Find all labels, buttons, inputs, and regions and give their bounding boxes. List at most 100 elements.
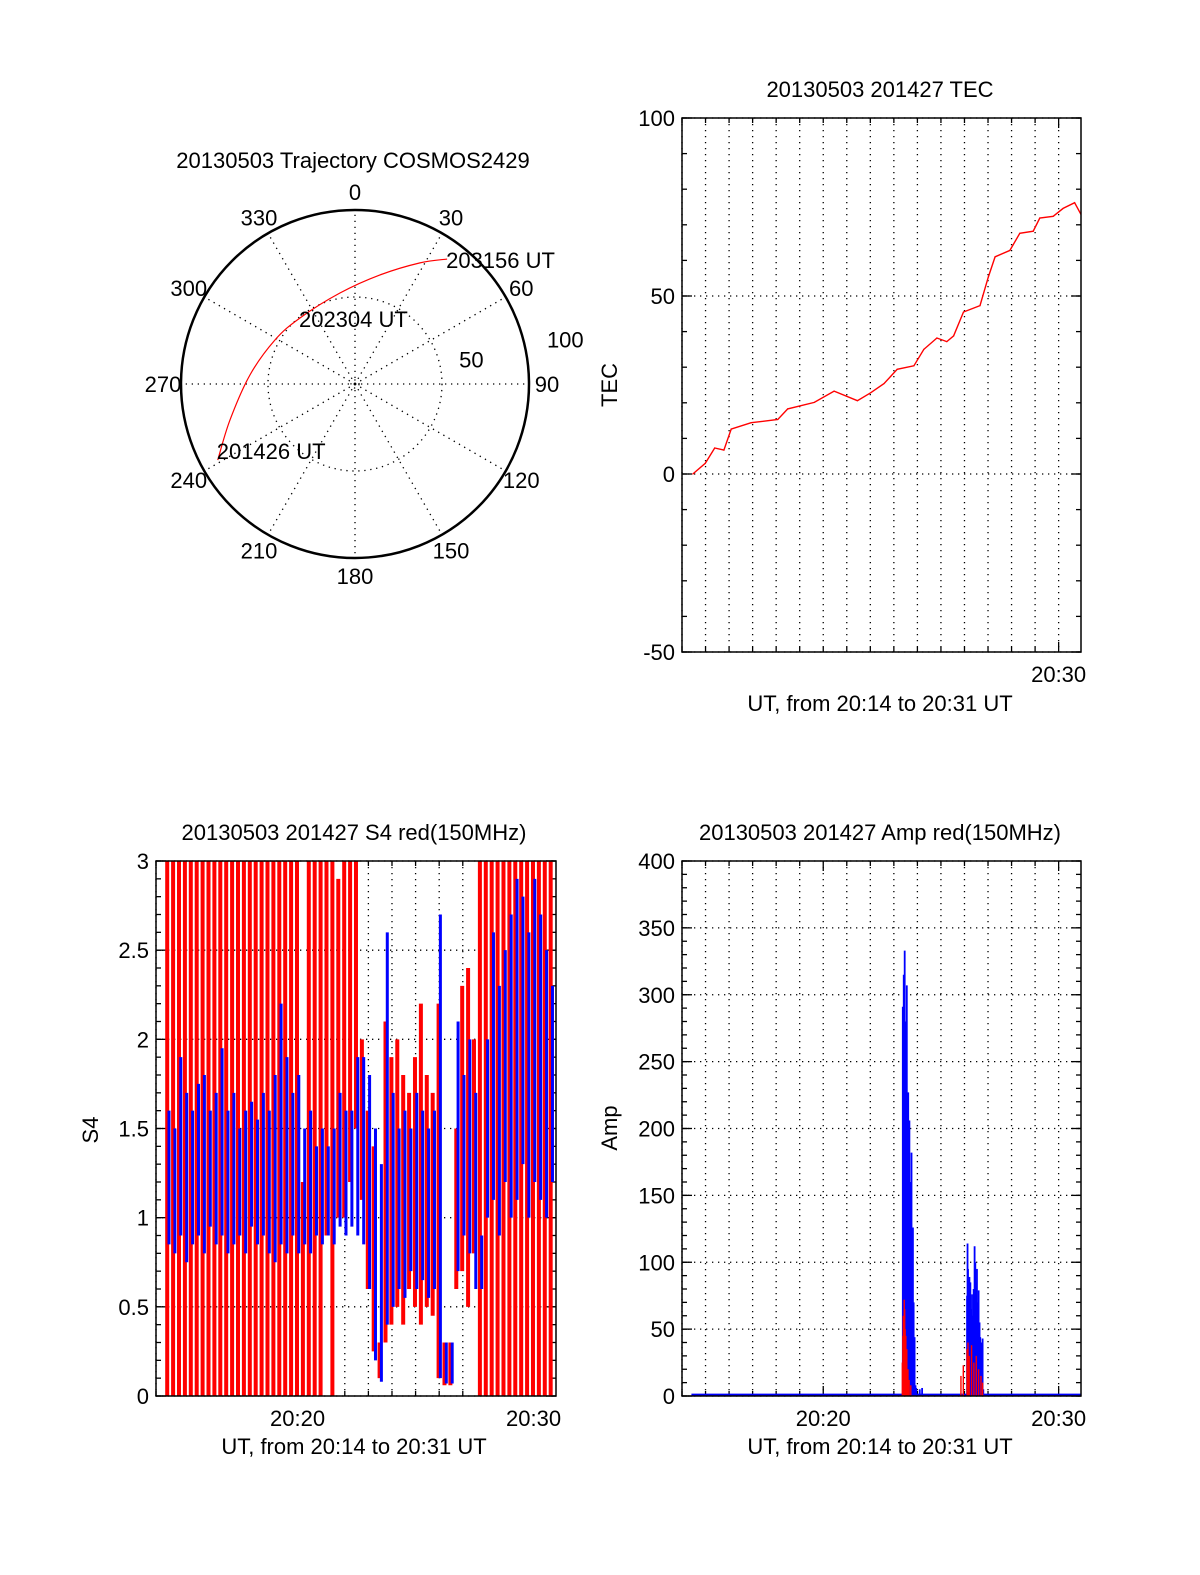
amp-ylabel: Amp: [597, 1105, 622, 1150]
time-label: 202304 UT: [299, 307, 408, 332]
tec-point: [1009, 249, 1011, 252]
azimuth-spoke: [203, 296, 356, 385]
tec-ytick-label: 100: [638, 106, 675, 131]
amp-xlabel: UT, from 20:14 to 20:31 UT: [747, 1434, 1012, 1459]
tec-point: [987, 276, 989, 278]
tec-point: [856, 400, 858, 402]
s4-ytick-label: 3: [137, 849, 149, 874]
tec-point: [1052, 215, 1054, 217]
tec-point: [936, 337, 938, 339]
tec-point: [979, 305, 981, 307]
s4-ytick-label: 2: [137, 1027, 149, 1052]
amp-ytick-label: 350: [638, 916, 675, 941]
tec-ytick-label: 0: [663, 462, 675, 487]
radial-label: 100: [547, 327, 584, 352]
tec-point: [946, 340, 948, 343]
amp-ytick-label: 50: [651, 1317, 675, 1342]
tec-point: [1062, 207, 1064, 210]
tec-point: [704, 462, 706, 464]
tec-point: [1032, 230, 1034, 232]
tec-plot-frame: [681, 117, 1082, 653]
azimuth-label: 240: [170, 468, 207, 493]
s4-series-red: [165, 861, 553, 1396]
azimuth-spoke: [354, 383, 507, 472]
amp-xtick-label: 20:20: [796, 1406, 851, 1431]
s4-plot-frame: [155, 860, 557, 1397]
s4-xtick-label: 20:20: [270, 1406, 325, 1431]
tec-point: [923, 348, 925, 350]
azimuth-label: 150: [433, 538, 470, 563]
elevation-ring: [267, 296, 443, 472]
s4-title: 20130503 201427 S4 red(150MHz): [182, 820, 527, 845]
tec-point: [953, 335, 955, 337]
azimuth-label: 90: [535, 372, 559, 397]
tec-title: 20130503 201427 TEC: [766, 77, 993, 102]
azimuth-spoke: [203, 383, 356, 472]
tec-point: [777, 418, 779, 421]
s4-ytick-label: 1: [137, 1206, 149, 1231]
amp-ytick-label: 250: [638, 1050, 675, 1075]
tec-point: [883, 382, 885, 385]
s4-ytick-label: 0: [137, 1384, 149, 1409]
tec-plot: 20130503 201427 TEC UT, from 20:14 to 20…: [597, 77, 1086, 716]
s4-ytick-label: 2.5: [118, 938, 149, 963]
azimuth-label: 180: [337, 564, 374, 589]
radial-label: 50: [459, 347, 483, 372]
time-label: 203156 UT: [446, 248, 555, 273]
amp-title: 20130503 201427 Amp red(150MHz): [699, 820, 1061, 845]
s4-ylabel: S4: [78, 1117, 103, 1144]
tec-point: [1019, 232, 1021, 234]
azimuth-spoke: [354, 296, 507, 385]
s4-ytick-label: 1.5: [118, 1117, 149, 1142]
amp-ytick-label: 300: [638, 983, 675, 1008]
tec-ylabel: TEC: [597, 363, 622, 407]
amp-plot-frame: [681, 860, 1082, 1397]
amp-series-red: [901, 1299, 984, 1396]
s4-series-blue: [167, 878, 554, 1384]
tec-point: [787, 408, 789, 410]
azimuth-spoke: [354, 383, 443, 536]
azimuth-label: 330: [241, 206, 278, 231]
tec-xtick-label: 20:30: [1031, 662, 1086, 687]
amp-ytick-label: 200: [638, 1117, 675, 1142]
azimuth-label: 0: [349, 180, 361, 205]
azimuth-label: 60: [509, 276, 533, 301]
tec-ytick-label: 50: [651, 284, 675, 309]
tec-point: [913, 365, 915, 367]
tec-ytick-label: -50: [643, 640, 675, 665]
azimuth-spoke: [267, 383, 356, 536]
tec-point: [750, 422, 752, 424]
tec-point: [730, 428, 732, 430]
azimuth-label: 210: [241, 538, 278, 563]
s4-xtick-label: 20:30: [506, 1406, 561, 1431]
tec-point: [1074, 202, 1076, 204]
tec-point: [994, 256, 996, 258]
tec-point: [1039, 217, 1041, 219]
s4-xlabel: UT, from 20:14 to 20:31 UT: [221, 1434, 486, 1459]
amp-ytick-label: 150: [638, 1183, 675, 1208]
s4-plot: 20130503 201427 S4 red(150MHz) UT, from …: [78, 820, 561, 1459]
trajectory-line: [217, 258, 448, 461]
tec-xlabel: UT, from 20:14 to 20:31 UT: [747, 691, 1012, 716]
azimuth-label: 30: [439, 206, 463, 231]
amp-ytick-label: 400: [638, 849, 675, 874]
time-label: 201426 UT: [217, 439, 326, 464]
tec-point: [833, 390, 835, 392]
tec-point: [723, 449, 725, 451]
azimuth-label: 270: [145, 372, 182, 397]
amp-ytick-label: 0: [663, 1384, 675, 1409]
amp-ytick-label: 100: [638, 1250, 675, 1275]
azimuth-spoke: [354, 232, 443, 385]
horizon-circle: [179, 208, 531, 560]
amp-xtick-label: 20:30: [1031, 1406, 1086, 1431]
azimuth-label: 120: [503, 468, 540, 493]
tec-point: [813, 401, 815, 404]
azimuth-spoke: [267, 232, 356, 385]
tec-point: [869, 392, 872, 394]
tec-point: [714, 447, 716, 449]
polar-title: 20130503 Trajectory COSMOS2429: [176, 148, 529, 173]
azimuth-label: 300: [170, 276, 207, 301]
s4-ytick-label: 0.5: [118, 1295, 149, 1320]
